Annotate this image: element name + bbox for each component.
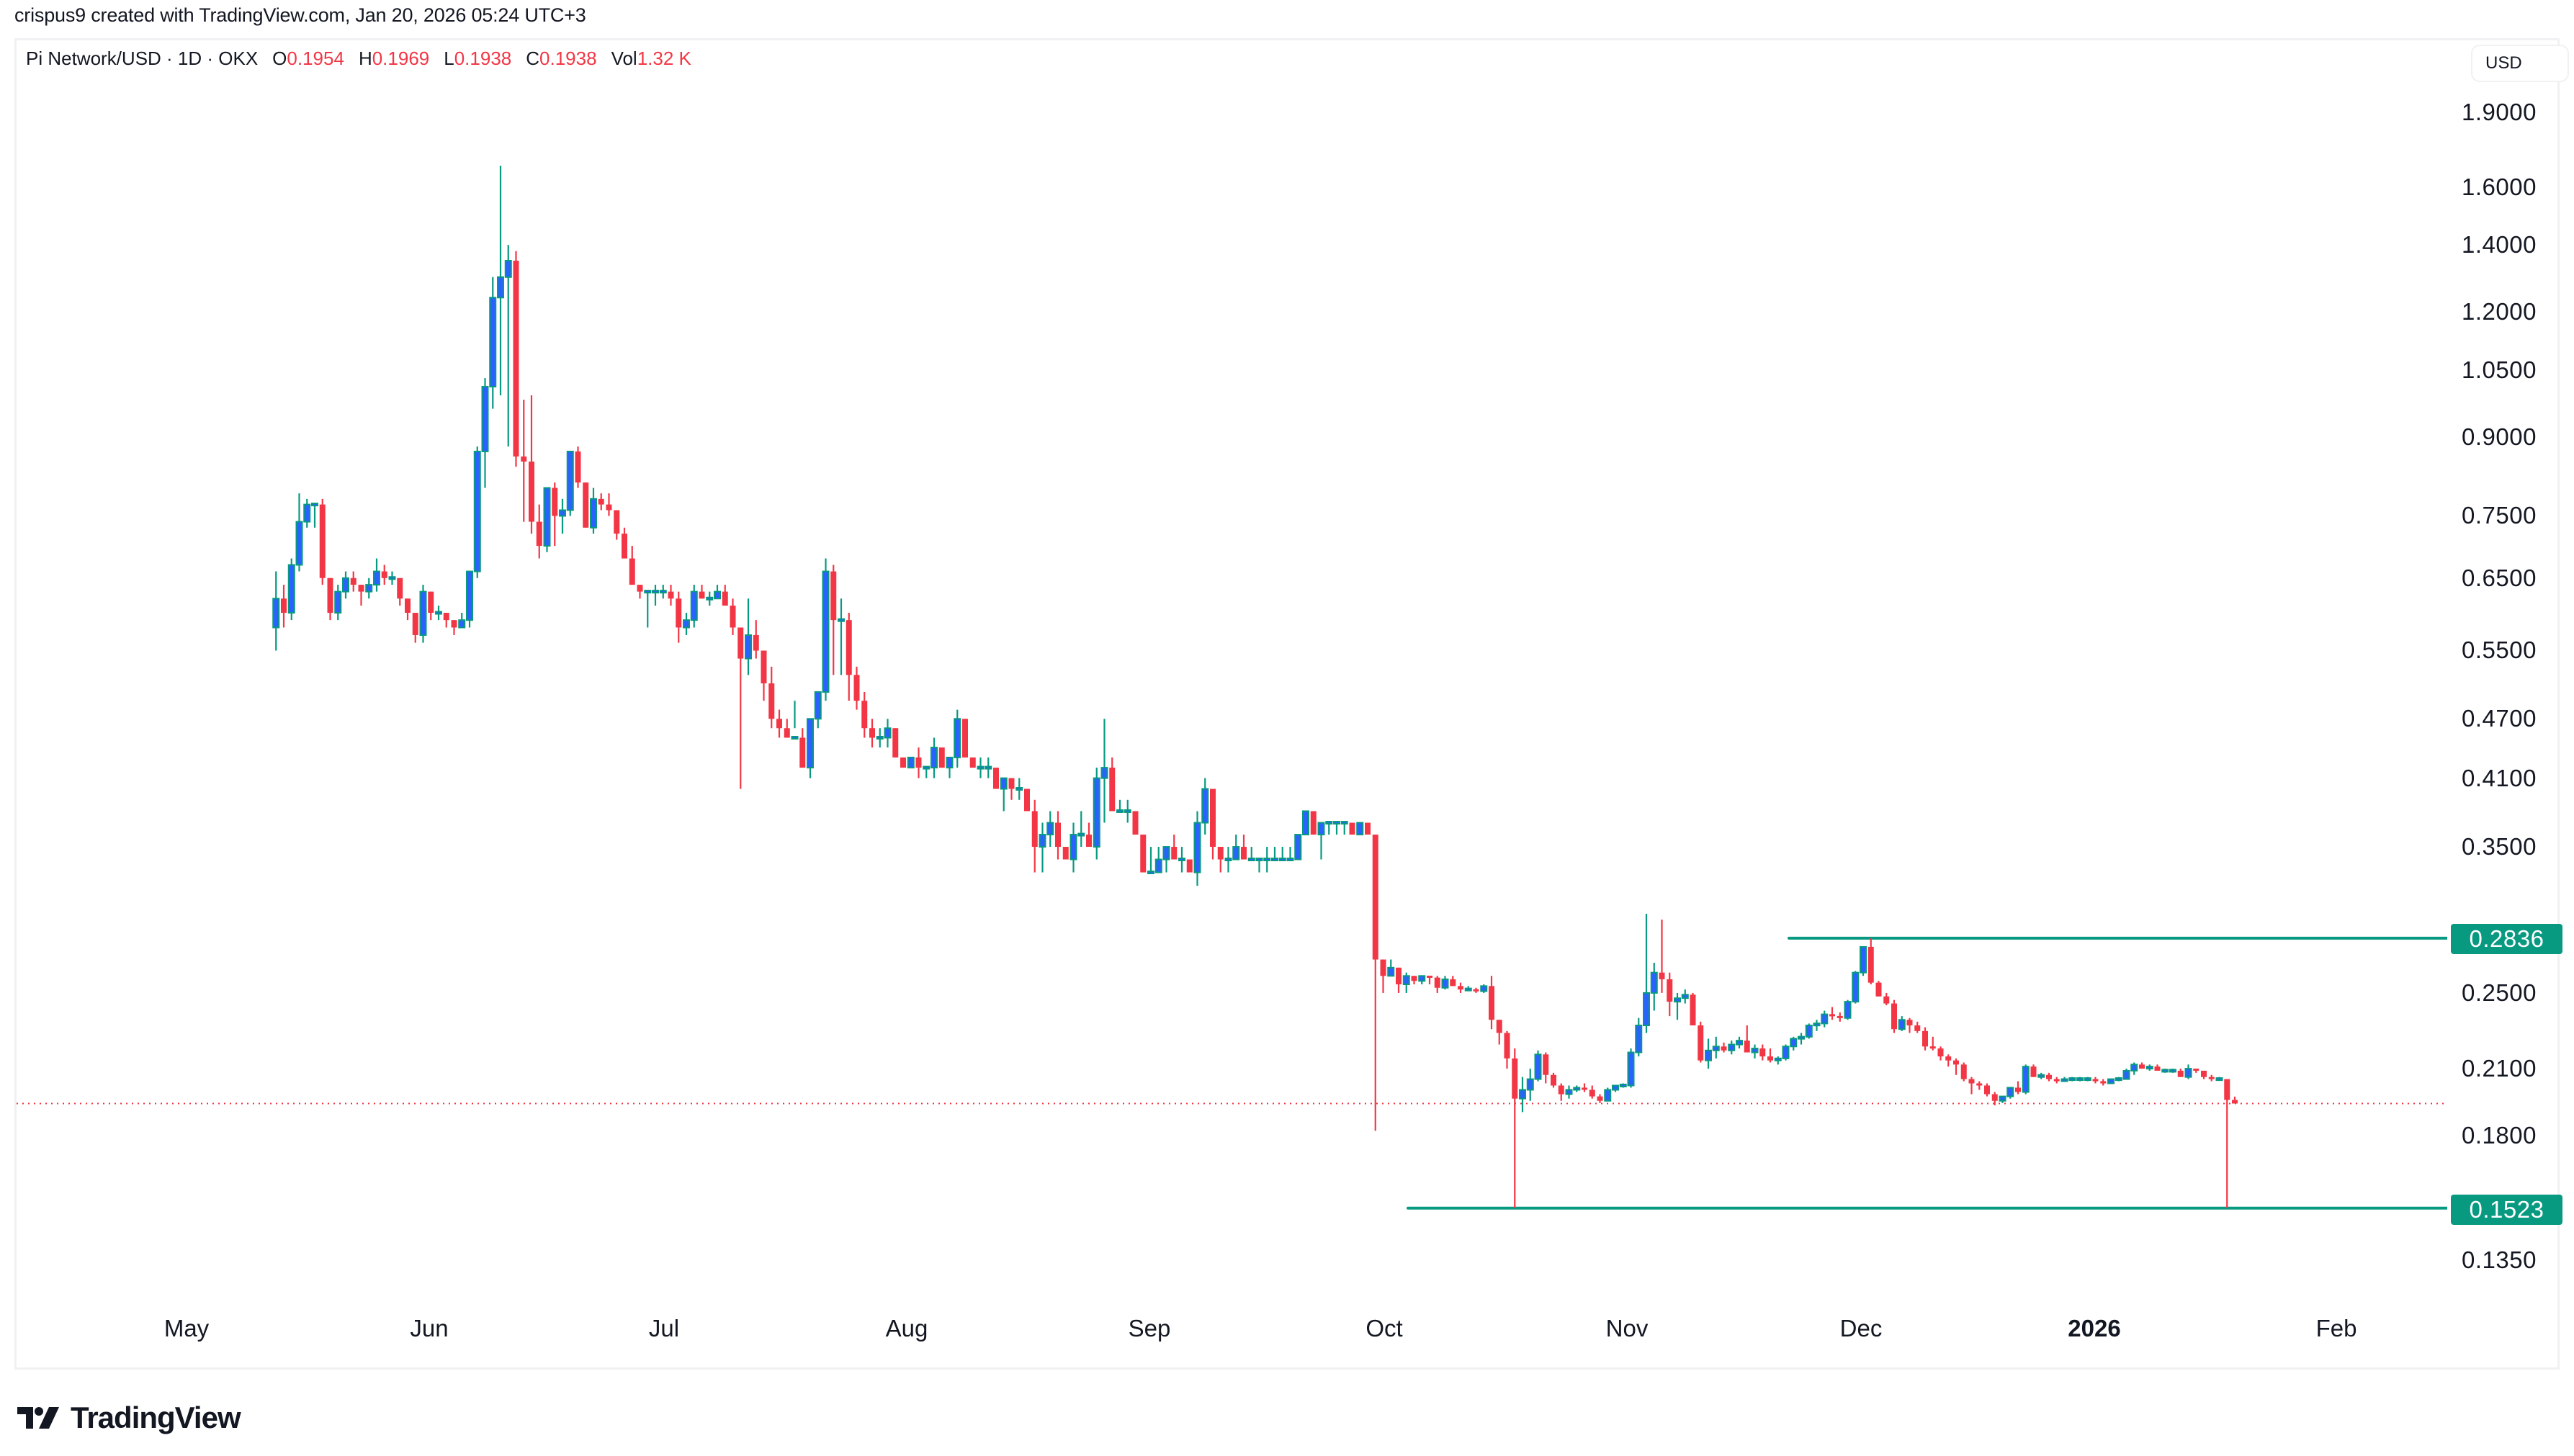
price-tick: 0.1350 [2462,1246,2537,1274]
tradingview-logo[interactable]: TradingView [17,1401,241,1435]
high-value: 0.1969 [372,48,430,69]
price-tick: 0.4100 [2462,764,2537,791]
resistance-price-label: 0.2836 [2451,924,2562,954]
tradingview-logo-text: TradingView [71,1401,241,1434]
currency-selector-button[interactable]: USD [2471,45,2569,82]
symbol-legend: Pi Network/USD · 1D · OKX O 0.1954 H 0.1… [26,48,706,70]
close-label: C [526,48,540,69]
time-tick: Sep [1128,1315,1171,1342]
open-label: O [272,48,287,69]
price-tick: 0.6500 [2462,564,2537,591]
price-tick: 0.4700 [2462,705,2537,732]
time-tick: May [163,1315,210,1342]
symbol-title[interactable]: Pi Network/USD · 1D · OKX [26,48,259,69]
time-tick: Aug [885,1315,928,1342]
time-tick: Jul [648,1315,680,1342]
high-label: H [358,48,372,69]
low-value: 0.1938 [454,48,512,69]
time-tick: Dec [1839,1315,1883,1342]
time-tick: Feb [2315,1315,2357,1342]
chart-frame [14,38,2560,1370]
price-tick: 0.2100 [2462,1055,2537,1082]
chart-credit: crispus9 created with TradingView.com, J… [14,4,586,26]
support-price-label: 0.1523 [2451,1195,2562,1225]
time-tick: Jun [410,1315,449,1342]
price-tick: 1.6000 [2462,173,2537,200]
price-tick: 1.0500 [2462,356,2537,383]
time-tick: Nov [1605,1315,1649,1342]
price-tick: 1.2000 [2462,298,2537,325]
price-tick: 0.5500 [2462,637,2537,664]
tradingview-logo-icon [17,1407,59,1429]
price-tick: 0.3500 [2462,833,2537,860]
price-tick: 0.1800 [2462,1122,2537,1149]
low-label: L [444,48,454,69]
time-tick: 2026 [2068,1315,2121,1342]
volume-label: Vol [611,48,637,69]
price-tick: 1.4000 [2462,231,2537,259]
open-value: 0.1954 [287,48,344,69]
close-value: 0.1938 [539,48,597,69]
volume-value: 1.32 K [637,48,691,69]
time-tick: Oct [1366,1315,1403,1342]
price-tick: 1.9000 [2462,98,2537,125]
price-tick: 0.2500 [2462,979,2537,1006]
price-tick: 0.9000 [2462,423,2537,450]
price-tick: 0.7500 [2462,502,2537,529]
